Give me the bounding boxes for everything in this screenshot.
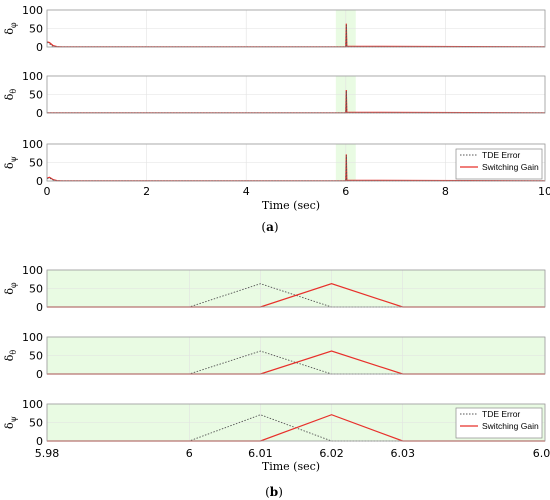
y-tick-label: 100 (22, 398, 43, 411)
legend: TDE Error Switching Gain (455, 148, 543, 180)
series-line-tde-error (47, 350, 545, 375)
caption-a: (a) (261, 220, 278, 234)
x-tick-label: 6.03 (390, 447, 415, 460)
x-tick-label: 10 (538, 185, 550, 198)
y-axis-label-sub: θ (9, 350, 18, 355)
y-tick-label: 0 (36, 435, 43, 448)
axes-box (46, 9, 546, 48)
y-axis-label-sub: φ (9, 22, 18, 28)
legend: TDE Error Switching Gain (455, 407, 543, 439)
axes-box (46, 143, 546, 182)
y-axis-label-main: δ (3, 422, 16, 429)
legend-label: Switching Gain (482, 162, 539, 172)
series-line-switching-gain (47, 90, 546, 114)
x-tick-label: 0 (44, 185, 51, 198)
y-axis-label-main: δ (3, 162, 16, 169)
subplot-a-3: 0 50 100 δψ (3, 138, 546, 188)
y-axis-label: δθ (3, 350, 18, 362)
y-axis-label-main: δ (3, 354, 16, 361)
y-tick-label: 50 (29, 157, 43, 170)
y-tick-label: 0 (36, 175, 43, 188)
y-axis-label: δφ (3, 22, 18, 35)
x-tick-label: 4 (243, 185, 250, 198)
series-line-switching-gain (46, 23, 546, 48)
x-tick-label: 5.98 (35, 447, 60, 460)
x-axis-label: Time (sec) (262, 199, 320, 212)
legend-box (455, 407, 543, 439)
y-axis-label-sub: ψ (9, 156, 18, 162)
series-line-tde-error (46, 155, 545, 182)
axes-box (46, 75, 546, 114)
series-line-tde-error (47, 90, 545, 114)
y-tick-label: 100 (22, 138, 43, 151)
y-axis-label: δψ (3, 416, 18, 429)
legend-label: TDE Error (482, 409, 520, 419)
axes-box (46, 269, 546, 308)
legend-label: Switching Gain (482, 421, 539, 431)
y-tick-label: 100 (22, 4, 43, 17)
y-axis-label-sub: φ (9, 282, 18, 288)
x-tick-label: 6 (342, 185, 349, 198)
y-axis-label-main: δ (3, 288, 16, 295)
x-tick-label: 6 (186, 447, 193, 460)
axes-box (46, 403, 546, 442)
y-tick-label: 0 (36, 41, 43, 54)
axes-box (46, 336, 546, 375)
y-axis-label: δθ (3, 89, 18, 101)
y-tick-label: 0 (36, 368, 43, 381)
y-tick-label: 50 (29, 417, 43, 430)
y-axis-label-main: δ (3, 93, 16, 100)
y-axis-label-sub: θ (9, 89, 18, 94)
x-axis-label: Time (sec) (262, 460, 320, 473)
y-axis-label-sub: ψ (9, 416, 18, 422)
x-tick-label: 6.05 (533, 447, 550, 460)
y-tick-label: 50 (29, 89, 43, 102)
y-tick-label: 100 (22, 264, 43, 277)
y-tick-label: 50 (29, 350, 43, 363)
x-tick-label: 2 (143, 185, 150, 198)
x-tick-label: 6.02 (319, 447, 344, 460)
y-axis-label: δψ (3, 156, 18, 169)
caption-b: (b) (265, 485, 283, 499)
x-tick-label: 6.01 (248, 447, 273, 460)
subplot-b-2: 0 50 100 δθ (3, 331, 546, 381)
y-axis-label: δφ (3, 282, 18, 295)
legend-label: TDE Error (482, 150, 520, 160)
legend-box (455, 148, 543, 180)
x-tick-label: 8 (442, 185, 449, 198)
subplot-a-2: 0 50 100 δθ (3, 70, 546, 120)
y-tick-label: 100 (22, 70, 43, 83)
subplot-b-1: 0 50 100 δφ (3, 264, 546, 314)
subplot-a-1: 0 50 100 δφ (3, 4, 546, 54)
y-axis-label-main: δ (3, 28, 16, 35)
series-line-tde-error (46, 24, 545, 48)
y-tick-label: 100 (22, 331, 43, 344)
y-tick-label: 0 (36, 301, 43, 314)
y-tick-label: 50 (29, 283, 43, 296)
y-tick-label: 0 (36, 107, 43, 120)
y-tick-label: 50 (29, 23, 43, 36)
